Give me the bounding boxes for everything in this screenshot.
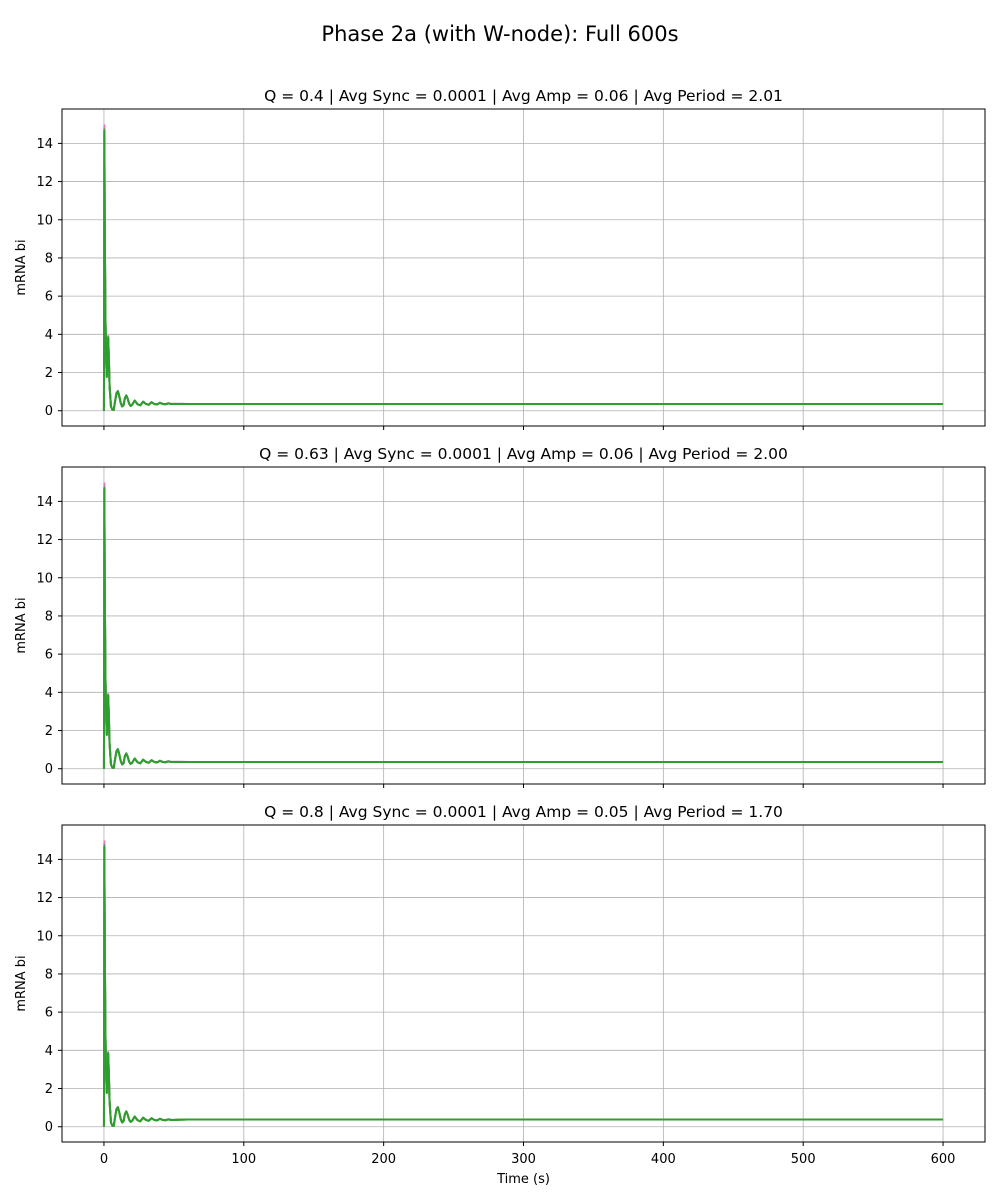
y-tick-label: 4 [45, 328, 53, 343]
series-group [102, 482, 944, 769]
y-tick-label: 4 [45, 686, 53, 701]
y-tick-label: 10 [36, 213, 53, 228]
y-tick-label: 2 [45, 1082, 53, 1097]
x-tick-label: 300 [511, 1152, 536, 1167]
y-tick-label: 0 [45, 404, 53, 419]
x-tick-label: 0 [100, 1152, 108, 1167]
y-tick-label: 4 [45, 1044, 53, 1059]
y-tick-label: 6 [45, 648, 53, 663]
y-tick-label: 12 [36, 533, 53, 548]
subplot-title: Q = 0.63 | Avg Sync = 0.0001 | Avg Amp =… [259, 445, 788, 463]
subplot-2: 0 2 4 6 8 10 12 14 Q = 0.63 | Avg Sync = 0.0001 … [14, 445, 986, 788]
x-tick-label: 600 [931, 1152, 956, 1167]
y-tick-label: 14 [36, 853, 53, 868]
y-tick-label: 2 [45, 366, 53, 381]
subplot-title: Q = 0.4 | Avg Sync = 0.0001 | Avg Amp = … [264, 87, 783, 105]
subplot-3: 0 2 4 6 8 10 12 14 0 100 200 300 400 500 600 Q = 0.8 | … [14, 803, 986, 1187]
subplot-1: 0 2 4 6 8 10 12 14 Q = 0.4 | Avg Sync = 0.0001 |… [14, 87, 986, 430]
y-tick-label: 8 [45, 967, 53, 982]
y-axis-label: mRNA bi [14, 597, 29, 653]
subplot-title: Q = 0.8 | Avg Sync = 0.0001 | Avg Amp = … [264, 803, 783, 821]
x-tick-label: 400 [651, 1152, 676, 1167]
x-tick-label: 100 [231, 1152, 256, 1167]
y-tick-label: 6 [45, 290, 53, 305]
y-tick-label: 12 [36, 175, 53, 190]
y-tick-label: 8 [45, 609, 53, 624]
y-tick-label: 14 [36, 495, 53, 510]
y-tick-label: 8 [45, 251, 53, 266]
y-axis-label: mRNA bi [14, 239, 29, 295]
y-tick-label: 12 [36, 891, 53, 906]
y-tick-label: 0 [45, 762, 53, 777]
series-group [102, 124, 944, 411]
x-tick-label: 500 [791, 1152, 816, 1167]
series-group [102, 840, 944, 1127]
y-tick-label: 2 [45, 724, 53, 739]
series-line [102, 130, 944, 411]
x-tick-label: 200 [371, 1152, 396, 1167]
y-tick-label: 10 [36, 929, 53, 944]
y-tick-label: 0 [45, 1120, 53, 1135]
y-tick-label: 14 [36, 137, 53, 152]
figure-title: Phase 2a (with W-node): Full 600s [321, 22, 679, 46]
y-axis-label: mRNA bi [14, 955, 29, 1011]
y-tick-label: 6 [45, 1006, 53, 1021]
series-line [102, 846, 944, 1127]
x-axis-label: Time (s) [496, 1172, 550, 1187]
series-line [102, 488, 944, 769]
y-tick-label: 10 [36, 571, 53, 586]
